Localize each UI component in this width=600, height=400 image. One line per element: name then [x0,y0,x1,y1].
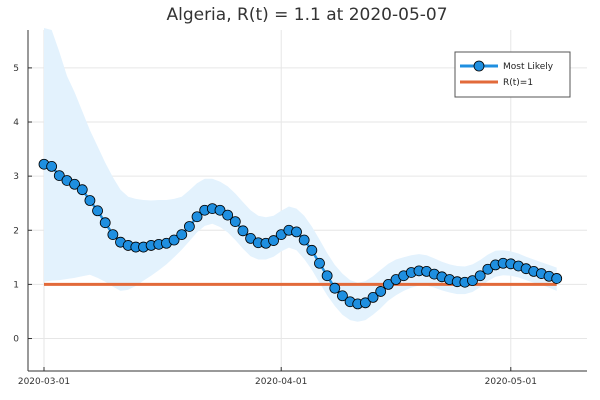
data-point [191,211,203,223]
x-tick-labels: 2020-03-01 2020-04-01 2020-05-01 [18,367,537,387]
data-point [306,244,318,256]
y-tick-label: 2 [13,226,19,236]
data-point [107,229,119,241]
data-point [183,221,195,232]
legend-marker-most-likely [473,60,485,72]
legend: Most Likely R(t)=1 [454,51,571,98]
data-point [382,278,394,290]
data-point [69,178,81,190]
data-point [46,160,58,172]
legend-label-most-likely: Most Likely [503,62,554,72]
legend-label-reference: R(t)=1 [503,78,533,88]
legend-box [454,51,571,98]
data-point [53,170,65,182]
data-point [268,235,279,246]
data-point [92,205,103,217]
data-point [84,195,96,206]
y-tick-label: 5 [13,64,19,74]
chart-title: Algeria, R(t) = 1.1 at 2020-05-07 [166,5,447,25]
data-point [229,216,241,228]
y-tick-label: 0 [13,335,19,345]
y-tick-labels: 0 1 2 3 4 5 [13,64,32,345]
data-point [314,257,325,269]
data-point [375,286,387,297]
data-point [214,204,226,216]
data-point [359,297,371,309]
y-tick-label: 3 [13,172,19,182]
data-point [298,234,310,246]
y-tick-label: 4 [13,118,19,128]
data-point [291,226,302,238]
data-point [329,282,341,294]
data-point [551,273,563,284]
data-point [99,217,111,229]
x-tick-label: 2020-04-01 [255,377,307,387]
confidence-band [44,28,557,322]
data-point [321,270,333,282]
data-point [168,234,180,246]
y-tick-label: 1 [13,280,19,290]
data-point [237,225,249,237]
x-tick-label: 2020-03-01 [18,377,70,387]
confidence-band-area [44,28,557,322]
data-point [474,270,486,282]
data-point [76,184,88,196]
x-tick-label: 2020-05-01 [485,377,537,387]
data-point [222,209,234,221]
data-point [337,290,348,302]
data-point [176,229,188,241]
most-likely-markers [38,158,563,310]
data-point [367,291,379,303]
data-point [467,275,478,287]
